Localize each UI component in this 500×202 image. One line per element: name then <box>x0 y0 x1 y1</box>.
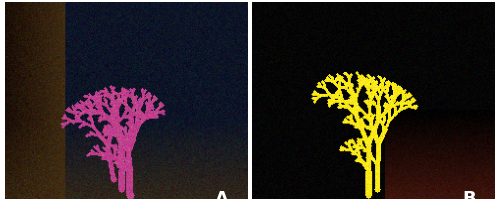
Text: B: B <box>462 190 475 202</box>
Text: A: A <box>214 190 228 202</box>
